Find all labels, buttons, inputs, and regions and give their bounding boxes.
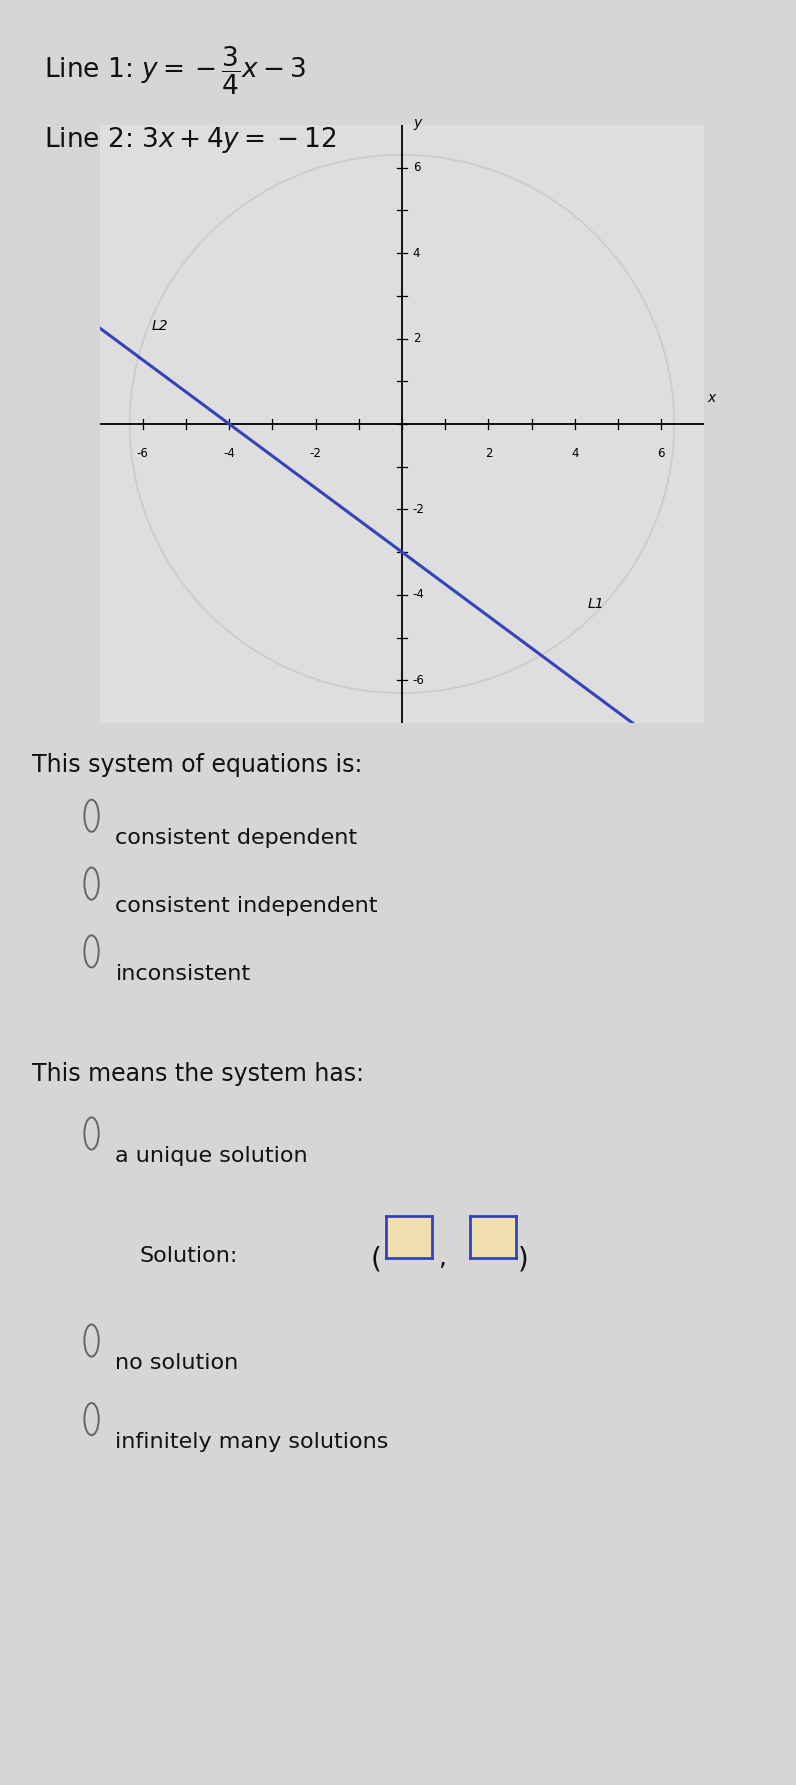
Text: consistent dependent: consistent dependent <box>115 828 357 848</box>
Text: 6: 6 <box>657 448 665 461</box>
Text: 2: 2 <box>413 332 420 345</box>
Text: -4: -4 <box>413 589 424 602</box>
Text: (: ( <box>370 1246 381 1274</box>
Text: Solution:: Solution: <box>139 1246 238 1266</box>
Text: 4: 4 <box>413 246 420 259</box>
Text: -4: -4 <box>223 448 235 461</box>
Text: -6: -6 <box>413 673 424 687</box>
Text: Line 1: $y = -\dfrac{3}{4}x - 3$: Line 1: $y = -\dfrac{3}{4}x - 3$ <box>44 45 306 96</box>
Text: 4: 4 <box>571 448 579 461</box>
Text: $x$: $x$ <box>707 391 717 405</box>
Text: $y$: $y$ <box>413 118 423 132</box>
Text: This means the system has:: This means the system has: <box>32 1062 364 1085</box>
Text: L2: L2 <box>151 320 168 334</box>
Text: -2: -2 <box>310 448 322 461</box>
Text: ,: , <box>438 1246 446 1269</box>
Text: 2: 2 <box>485 448 492 461</box>
Text: Line 2: $3x + 4y = -12$: Line 2: $3x + 4y = -12$ <box>44 125 336 155</box>
Text: This system of equations is:: This system of equations is: <box>32 753 362 776</box>
Text: a unique solution: a unique solution <box>115 1146 308 1166</box>
Text: infinitely many solutions: infinitely many solutions <box>115 1432 388 1451</box>
Text: -6: -6 <box>137 448 149 461</box>
Text: no solution: no solution <box>115 1353 239 1373</box>
Text: 6: 6 <box>413 161 420 175</box>
Text: ): ) <box>518 1246 529 1274</box>
Text: inconsistent: inconsistent <box>115 964 251 984</box>
Text: L1: L1 <box>587 596 604 610</box>
Text: consistent independent: consistent independent <box>115 896 378 916</box>
Text: -2: -2 <box>413 503 424 516</box>
